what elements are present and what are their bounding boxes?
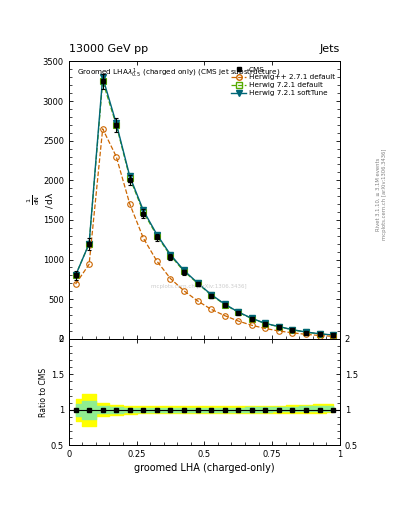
Herwig 7.2.1 softTune xyxy=(290,327,295,333)
Herwig++ 2.7.1 default xyxy=(168,275,173,282)
Line: Herwig 7.2.1 default: Herwig 7.2.1 default xyxy=(73,78,336,338)
Herwig++ 2.7.1 default xyxy=(250,322,254,328)
Herwig 7.2.1 default xyxy=(263,321,268,327)
Herwig++ 2.7.1 default xyxy=(331,333,336,339)
Text: 13000 GeV pp: 13000 GeV pp xyxy=(69,44,148,54)
Herwig 7.2.1 default xyxy=(114,122,119,128)
Herwig++ 2.7.1 default xyxy=(263,326,268,332)
Herwig 7.2.1 default xyxy=(73,272,78,279)
Herwig 7.2.1 softTune xyxy=(154,231,159,238)
Herwig++ 2.7.1 default xyxy=(304,331,309,337)
Herwig 7.2.1 default xyxy=(182,268,186,274)
Herwig 7.2.1 default xyxy=(317,331,322,337)
Herwig 7.2.1 softTune xyxy=(250,315,254,322)
Herwig 7.2.1 softTune xyxy=(277,324,281,330)
Text: mcplots.cern.ch [arXiv:1306.3436]: mcplots.cern.ch [arXiv:1306.3436] xyxy=(151,284,247,289)
Herwig 7.2.1 softTune xyxy=(236,309,241,315)
Herwig 7.2.1 default xyxy=(195,280,200,286)
Herwig 7.2.1 softTune xyxy=(209,291,213,297)
Herwig++ 2.7.1 default xyxy=(100,126,105,132)
Herwig 7.2.1 softTune xyxy=(141,207,146,214)
Herwig 7.2.1 softTune xyxy=(195,280,200,286)
Herwig 7.2.1 default xyxy=(100,78,105,84)
Y-axis label: Ratio to CMS: Ratio to CMS xyxy=(39,368,48,417)
Herwig 7.2.1 softTune xyxy=(222,301,227,307)
Herwig 7.2.1 softTune xyxy=(304,329,309,335)
Herwig 7.2.1 default xyxy=(304,329,309,335)
Herwig 7.2.1 default xyxy=(127,175,132,181)
Herwig 7.2.1 softTune xyxy=(263,321,268,327)
Line: Herwig++ 2.7.1 default: Herwig++ 2.7.1 default xyxy=(73,126,336,339)
Herwig 7.2.1 softTune xyxy=(127,173,132,179)
Herwig++ 2.7.1 default xyxy=(222,312,227,318)
Herwig++ 2.7.1 default xyxy=(127,201,132,207)
Herwig 7.2.1 default xyxy=(236,309,241,315)
Herwig++ 2.7.1 default xyxy=(317,332,322,338)
Text: Jets: Jets xyxy=(320,44,340,54)
Herwig 7.2.1 default xyxy=(290,327,295,333)
Herwig++ 2.7.1 default xyxy=(73,281,78,287)
Herwig++ 2.7.1 default xyxy=(182,288,186,294)
Text: Rivet 3.1.10, ≥ 3.1M events: Rivet 3.1.10, ≥ 3.1M events xyxy=(376,158,380,231)
Herwig 7.2.1 default xyxy=(277,324,281,330)
Herwig 7.2.1 default xyxy=(141,209,146,215)
Herwig 7.2.1 softTune xyxy=(317,331,322,337)
Herwig 7.2.1 default xyxy=(250,315,254,322)
Legend: CMS, Herwig++ 2.7.1 default, Herwig 7.2.1 default, Herwig 7.2.1 softTune: CMS, Herwig++ 2.7.1 default, Herwig 7.2.… xyxy=(229,63,338,99)
Herwig 7.2.1 softTune xyxy=(87,241,92,247)
X-axis label: groomed LHA (charged-only): groomed LHA (charged-only) xyxy=(134,463,275,474)
Herwig 7.2.1 default xyxy=(87,241,92,247)
Herwig 7.2.1 softTune xyxy=(331,332,336,338)
Herwig 7.2.1 softTune xyxy=(182,267,186,273)
Herwig++ 2.7.1 default xyxy=(141,235,146,241)
Herwig 7.2.1 default xyxy=(331,332,336,338)
Herwig 7.2.1 softTune xyxy=(100,74,105,80)
Herwig++ 2.7.1 default xyxy=(87,261,92,267)
Herwig 7.2.1 softTune xyxy=(114,120,119,126)
Line: Herwig 7.2.1 softTune: Herwig 7.2.1 softTune xyxy=(73,75,336,338)
Herwig 7.2.1 default xyxy=(154,232,159,239)
Herwig++ 2.7.1 default xyxy=(290,330,295,336)
Y-axis label: $\mathregular{\frac{1}{\mathrm{d}N}}$
$\mathregular{/\,\mathrm{d}\lambda}$: $\mathregular{\frac{1}{\mathrm{d}N}}$ $\… xyxy=(26,191,55,209)
Herwig++ 2.7.1 default xyxy=(195,298,200,304)
Herwig++ 2.7.1 default xyxy=(236,318,241,324)
Herwig++ 2.7.1 default xyxy=(154,258,159,264)
Text: Groomed LHA$\lambda^{1}_{0.5}$ (charged only) (CMS jet substructure): Groomed LHA$\lambda^{1}_{0.5}$ (charged … xyxy=(77,67,280,80)
Text: mcplots.cern.ch [arXiv:1306.3436]: mcplots.cern.ch [arXiv:1306.3436] xyxy=(382,149,387,240)
Herwig 7.2.1 default xyxy=(209,292,213,298)
Herwig++ 2.7.1 default xyxy=(114,154,119,160)
Herwig 7.2.1 default xyxy=(168,252,173,259)
Herwig++ 2.7.1 default xyxy=(277,328,281,334)
Herwig 7.2.1 softTune xyxy=(168,251,173,258)
Herwig 7.2.1 softTune xyxy=(73,272,78,279)
Herwig++ 2.7.1 default xyxy=(209,306,213,312)
Herwig 7.2.1 default xyxy=(222,302,227,308)
